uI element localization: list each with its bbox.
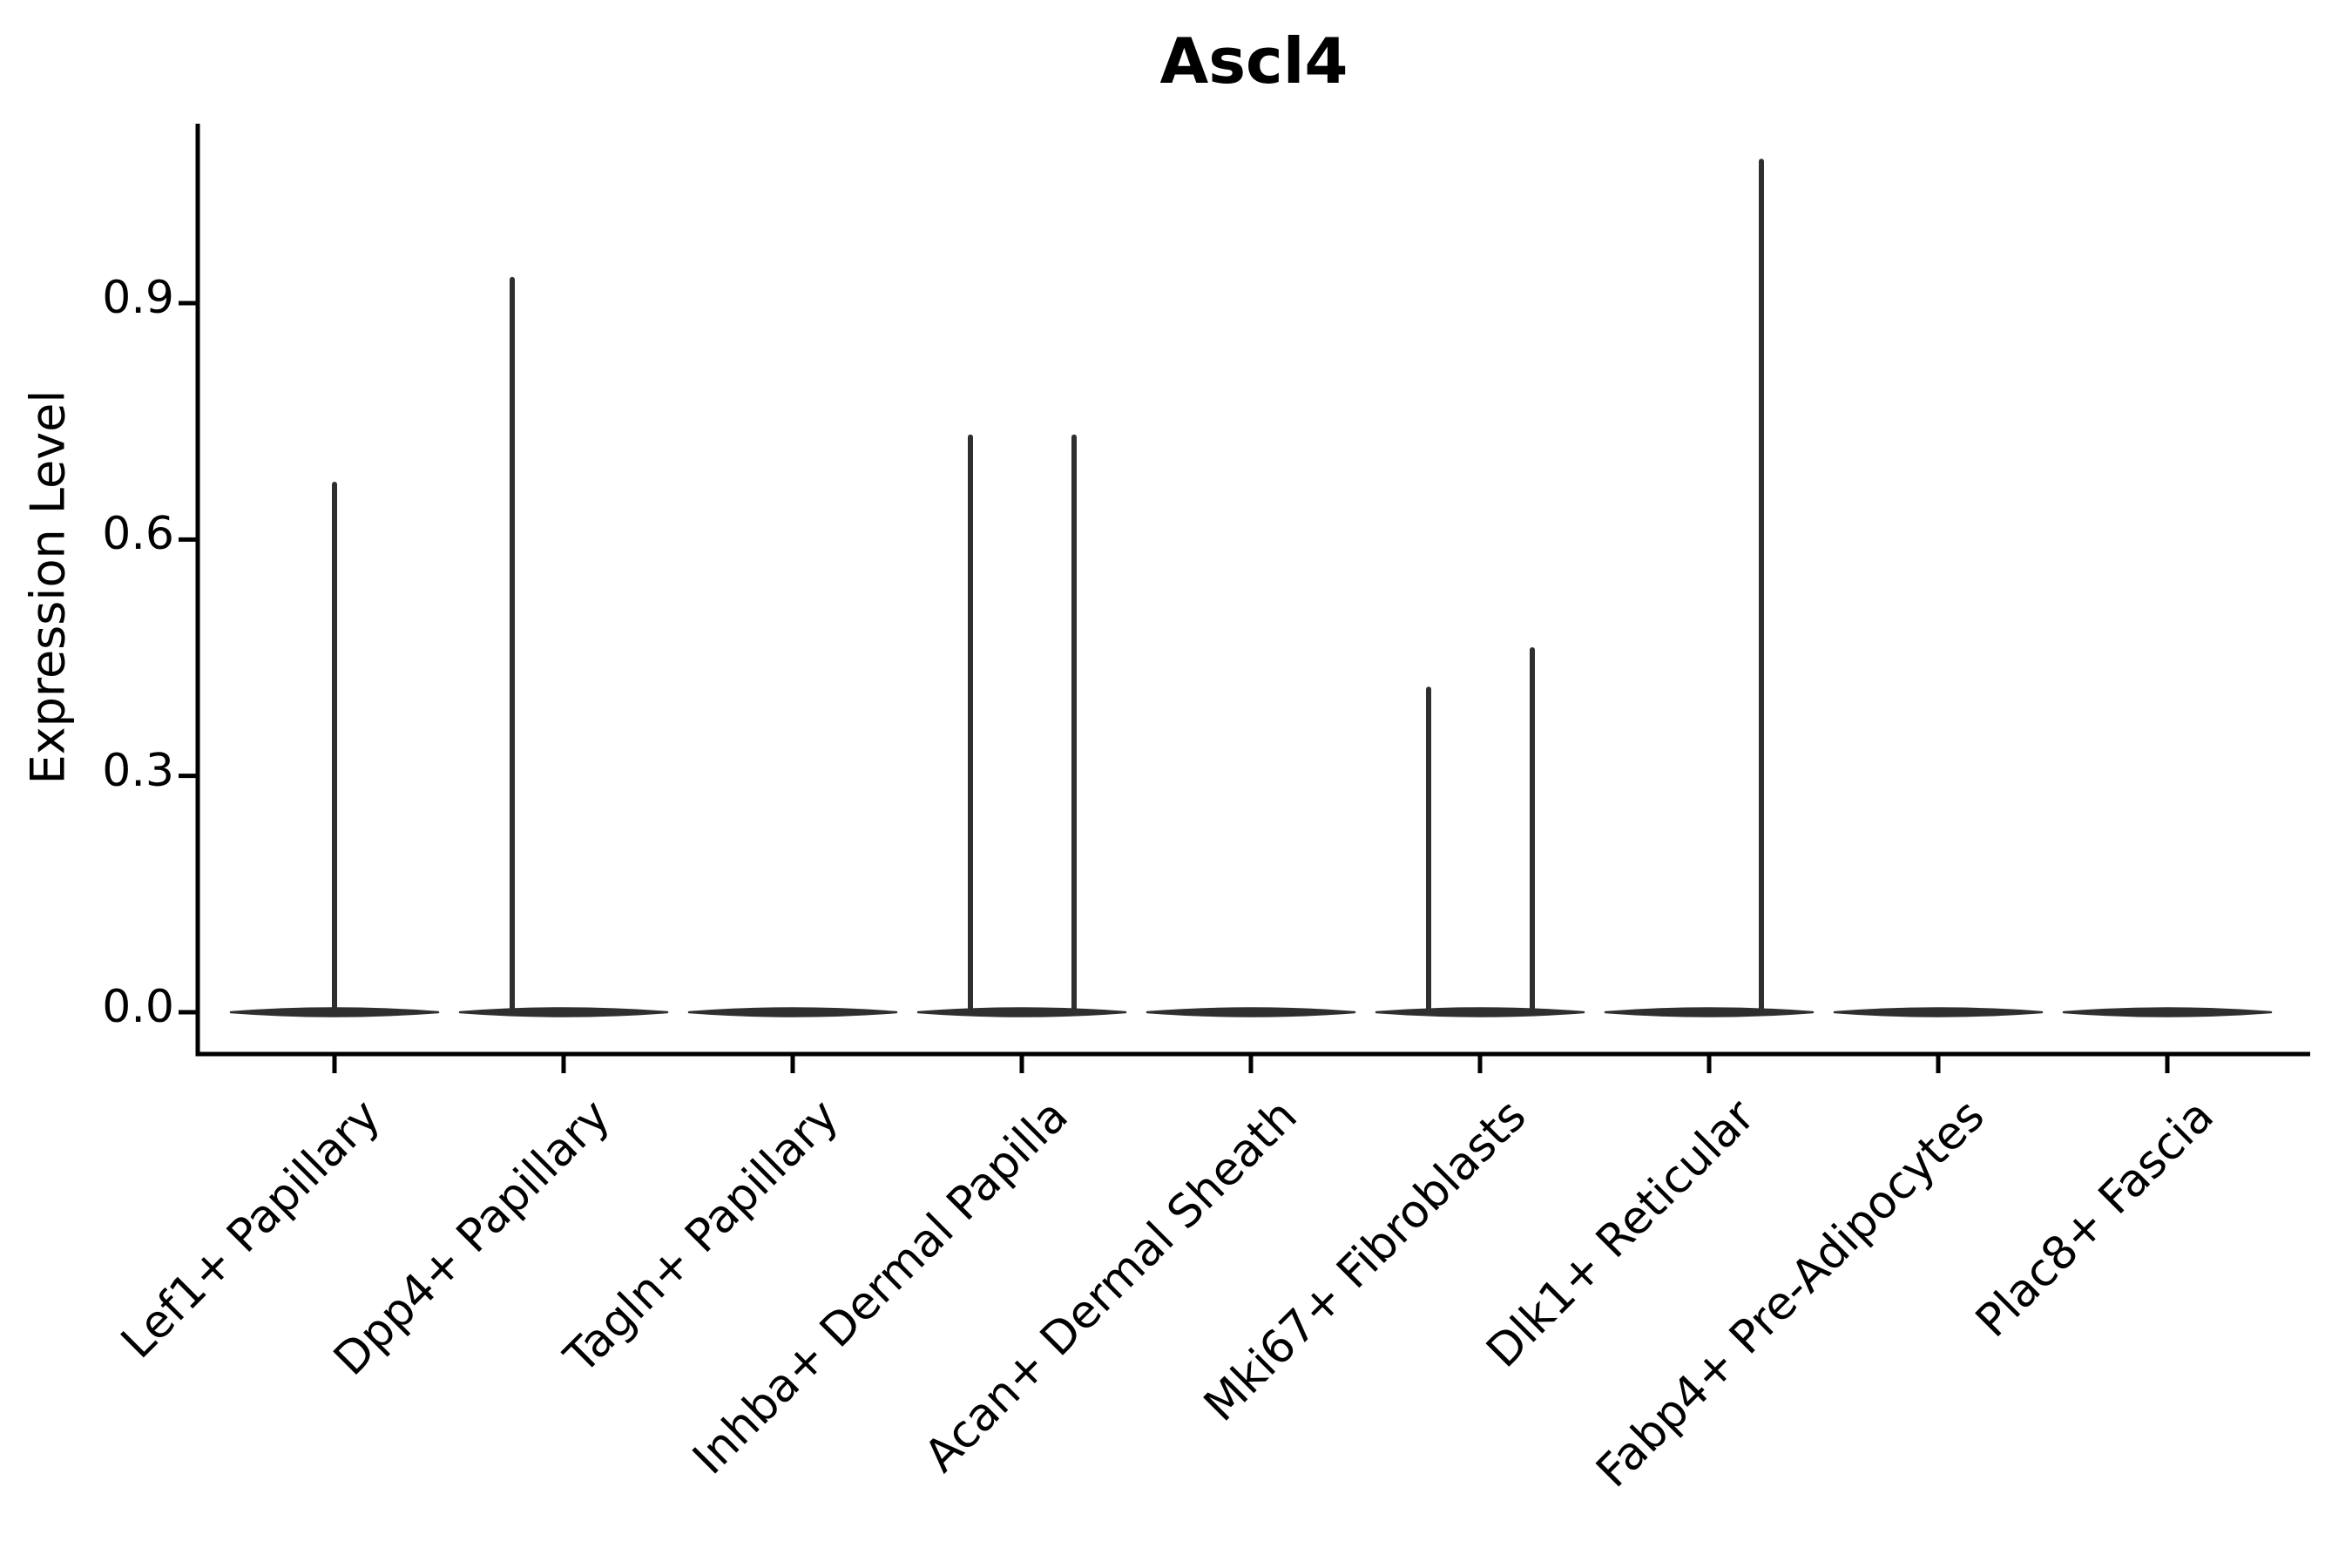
- violin-body: [458, 1007, 669, 1017]
- violin-body: [2062, 1007, 2273, 1017]
- violin-body: [1375, 1007, 1585, 1017]
- violin-body: [1604, 1007, 1815, 1017]
- violin-body: [916, 1007, 1127, 1017]
- violin-body: [1146, 1007, 1356, 1017]
- y-tick-label: 0.9: [102, 272, 174, 325]
- y-tick-label: 0.0: [102, 981, 174, 1033]
- violin-body: [687, 1007, 898, 1017]
- chart-title: Ascl4: [1159, 24, 1348, 98]
- y-tick-label: 0.6: [102, 508, 174, 561]
- violin-body: [1833, 1007, 2044, 1017]
- y-axis-title: Expression Level: [20, 389, 76, 785]
- y-tick-label: 0.3: [102, 744, 174, 797]
